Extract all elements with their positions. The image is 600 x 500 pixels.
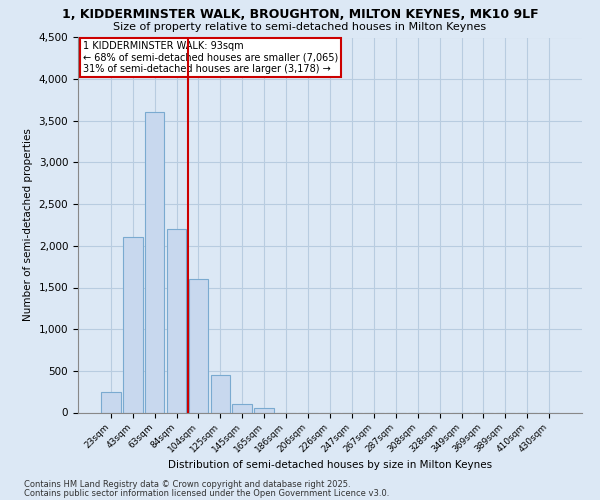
Bar xyxy=(167,229,187,412)
Bar xyxy=(188,279,208,412)
Bar xyxy=(123,238,143,412)
Text: Contains public sector information licensed under the Open Government Licence v3: Contains public sector information licen… xyxy=(24,490,389,498)
Text: 1, KIDDERMINSTER WALK, BROUGHTON, MILTON KEYNES, MK10 9LF: 1, KIDDERMINSTER WALK, BROUGHTON, MILTON… xyxy=(62,8,538,20)
Text: Contains HM Land Registry data © Crown copyright and database right 2025.: Contains HM Land Registry data © Crown c… xyxy=(24,480,350,489)
Bar xyxy=(211,375,230,412)
Bar xyxy=(254,408,274,412)
Bar xyxy=(232,404,252,412)
Y-axis label: Number of semi-detached properties: Number of semi-detached properties xyxy=(23,128,33,322)
Text: 1 KIDDERMINSTER WALK: 93sqm
← 68% of semi-detached houses are smaller (7,065)
31: 1 KIDDERMINSTER WALK: 93sqm ← 68% of sem… xyxy=(83,42,338,74)
Bar xyxy=(145,112,164,412)
X-axis label: Distribution of semi-detached houses by size in Milton Keynes: Distribution of semi-detached houses by … xyxy=(168,460,492,470)
Bar xyxy=(101,392,121,412)
Text: Size of property relative to semi-detached houses in Milton Keynes: Size of property relative to semi-detach… xyxy=(113,22,487,32)
